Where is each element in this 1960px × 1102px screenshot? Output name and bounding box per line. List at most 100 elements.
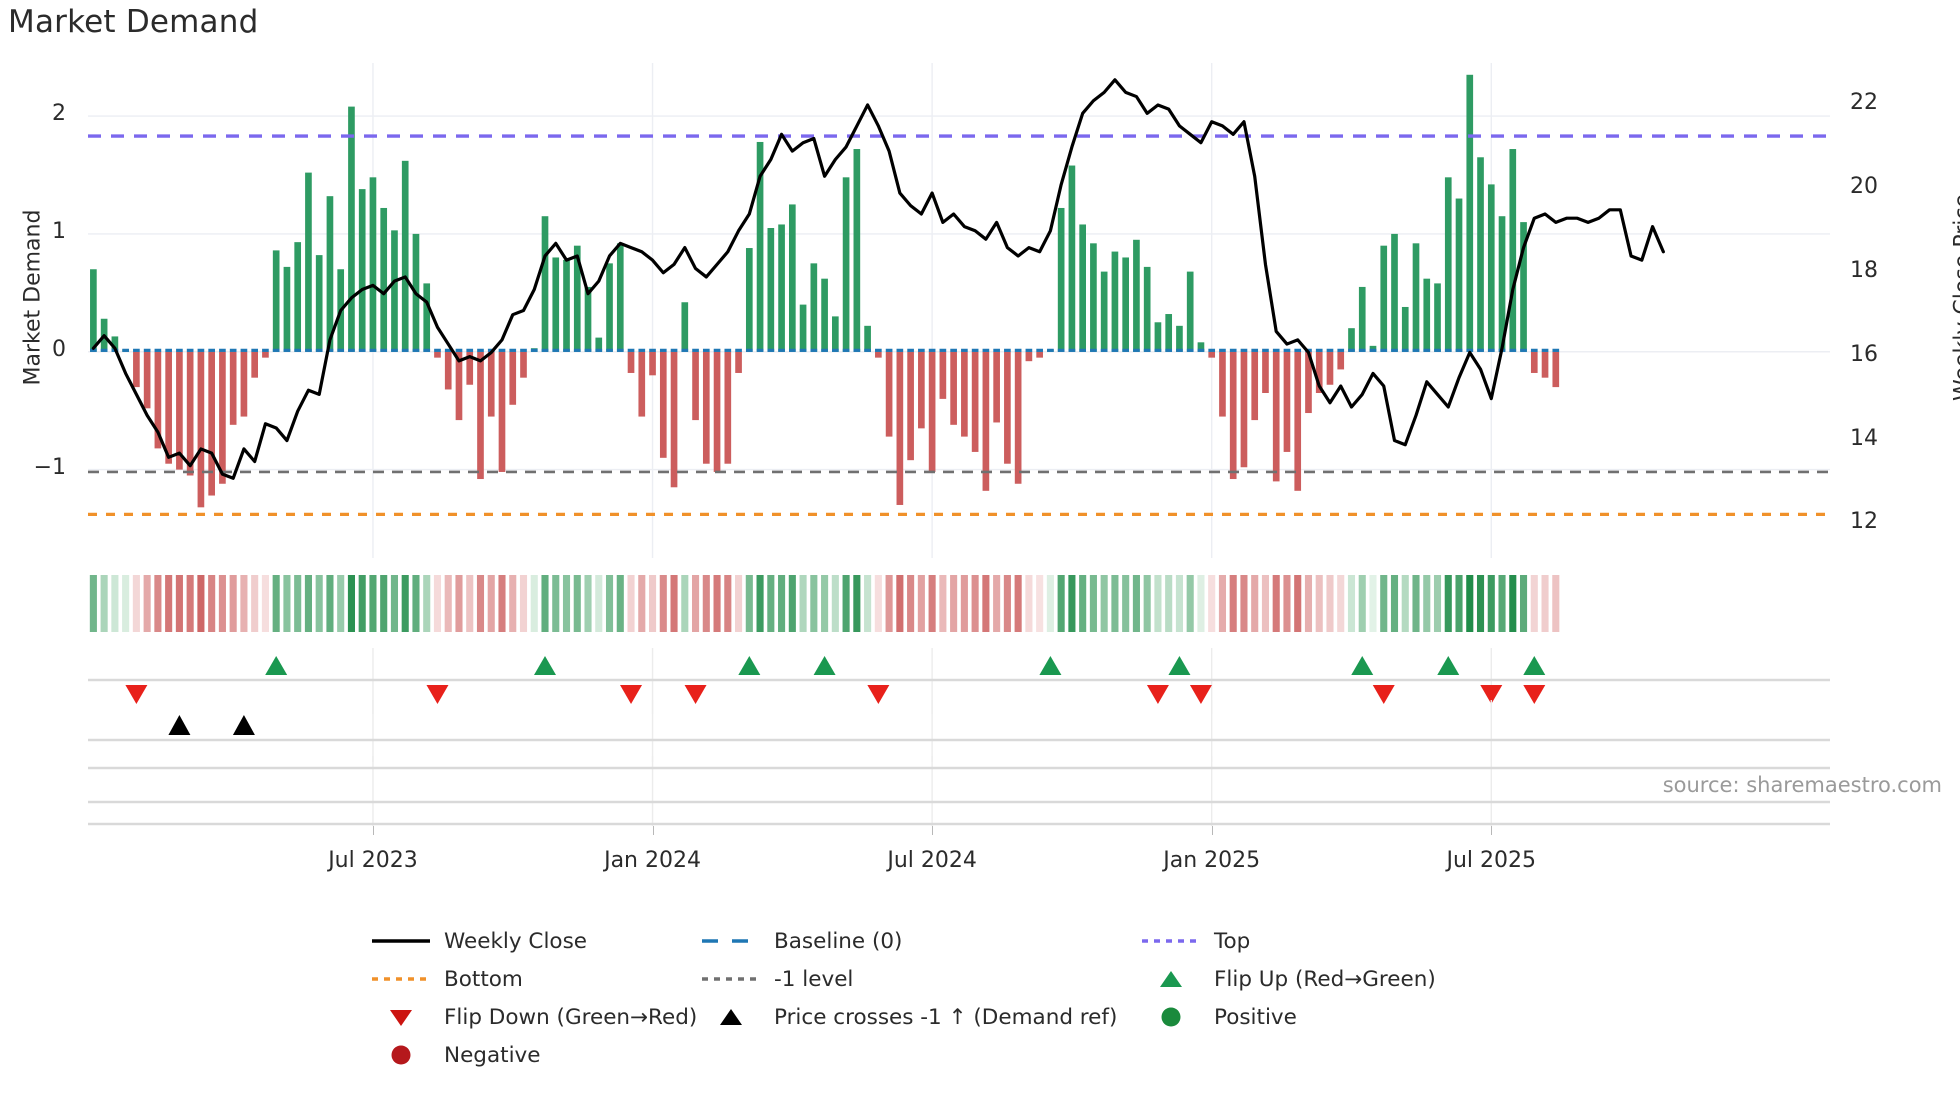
- demand-bar-negative: [1229, 351, 1237, 480]
- y-tick-right: 18: [1850, 257, 1878, 283]
- baseline-stub: [262, 348, 269, 352]
- heat-strip-cell: [638, 575, 646, 632]
- demand-bar-positive: [315, 255, 323, 352]
- legend-item-price-cross[interactable]: Price crosses -1 ↑ (Demand ref): [700, 1004, 1140, 1030]
- baseline-stub: [832, 348, 839, 352]
- baseline-stub: [724, 348, 732, 352]
- baseline-stub: [1369, 348, 1377, 352]
- blank-row: [88, 756, 1830, 826]
- legend-label: Weekly Close: [444, 928, 588, 954]
- price-cross-row: [88, 700, 1830, 762]
- legend-row: Negative: [370, 1042, 1570, 1080]
- baseline-stub: [326, 348, 334, 352]
- heat-strip-cell: [616, 575, 624, 632]
- demand-bar-positive: [1197, 342, 1205, 352]
- baseline-stub: [444, 348, 452, 352]
- demand-bar-positive: [111, 336, 119, 352]
- heat-strip-cell: [562, 575, 571, 632]
- heat-strip-cell: [1132, 575, 1140, 632]
- heat-strip-cell: [1326, 575, 1334, 632]
- heat-strip-cell: [1154, 575, 1162, 632]
- legend-item-top[interactable]: Top: [1140, 928, 1500, 954]
- demand-bar-positive: [1090, 243, 1097, 352]
- demand-bar-positive: [326, 196, 334, 352]
- legend-item-flip-down[interactable]: Flip Down (Green→Red): [370, 1004, 700, 1030]
- demand-bar-positive: [745, 248, 753, 352]
- heat-strip-cell: [648, 575, 657, 632]
- demand-bar-negative: [1262, 351, 1269, 393]
- legend-item-flip-up[interactable]: Flip Up (Red→Green): [1140, 966, 1500, 992]
- legend-item-positive[interactable]: Positive: [1140, 1004, 1500, 1030]
- baseline-stub: [1434, 348, 1441, 352]
- baseline-stub: [616, 348, 624, 352]
- baseline-stub: [1530, 348, 1538, 352]
- baseline-stub: [1047, 348, 1054, 352]
- baseline-stub: [993, 348, 1000, 352]
- heat-strip-cell: [1175, 575, 1183, 632]
- heat-strip-cell: [552, 575, 560, 632]
- x-tick-label: Jan 2025: [1163, 848, 1261, 873]
- baseline-stub: [1552, 348, 1560, 352]
- baseline-stub: [358, 348, 366, 352]
- legend-item-baseline[interactable]: Baseline (0): [700, 928, 1140, 954]
- baseline-stub: [1014, 348, 1022, 352]
- demand-bar-negative: [165, 351, 172, 464]
- baseline-stub: [509, 348, 517, 352]
- legend-item-minus-one-level[interactable]: -1 level: [700, 966, 1140, 992]
- legend-item-weekly-close[interactable]: Weekly Close: [370, 928, 700, 954]
- heat-strip-cell: [1025, 575, 1033, 632]
- y-tick-right: 12: [1850, 509, 1878, 535]
- flip-down-marker: [1146, 685, 1169, 704]
- demand-bar-negative: [627, 351, 635, 373]
- baseline-stub: [1122, 348, 1130, 352]
- baseline-stub: [1176, 348, 1183, 352]
- heat-strip-cell: [1412, 575, 1420, 632]
- flip-down-marker: [1372, 685, 1395, 704]
- demand-bar-negative: [1004, 351, 1011, 464]
- heat-strip-cell: [358, 575, 366, 632]
- demand-bar-negative: [154, 351, 162, 449]
- heat-strip-cell: [896, 575, 904, 632]
- baseline-stub: [1025, 348, 1033, 352]
- heat-strip-cell: [369, 575, 377, 632]
- heat-strip-cell: [444, 575, 452, 632]
- heat-strip-cell: [1186, 575, 1194, 632]
- legend-item-bottom[interactable]: Bottom: [370, 966, 700, 992]
- demand-bar-negative: [670, 351, 678, 488]
- flip-down-marker: [684, 685, 707, 704]
- baseline-stub: [1272, 348, 1280, 352]
- source-watermark: source: sharemaestro.com: [1662, 773, 1942, 797]
- demand-bar-positive: [541, 216, 549, 352]
- demand-bar-negative: [907, 351, 914, 461]
- heat-strip-cell: [261, 575, 269, 632]
- baseline-stub: [1219, 348, 1226, 352]
- demand-bar-positive: [1143, 266, 1151, 352]
- demand-bar-negative: [1219, 351, 1226, 417]
- baseline-stub: [735, 348, 742, 352]
- baseline-stub: [1348, 348, 1355, 352]
- baseline-stub: [681, 348, 689, 352]
- heat-strip-cell: [864, 575, 872, 632]
- heat-strip-cell: [1261, 575, 1270, 632]
- baseline-stub: [584, 348, 592, 352]
- heat-strip-cell: [412, 575, 420, 632]
- y-tick-left: 2: [52, 101, 66, 127]
- demand-bar-positive: [1057, 207, 1065, 352]
- heat-strip-cell: [1423, 575, 1431, 632]
- demand-bar-positive: [842, 177, 850, 352]
- legend-line-dotted-icon: [700, 966, 762, 992]
- baseline-stub: [1401, 348, 1409, 352]
- baseline-stub: [434, 348, 441, 352]
- demand-bar-positive: [1348, 328, 1355, 352]
- demand-bar-negative: [875, 351, 882, 358]
- demand-bar-negative: [240, 351, 248, 417]
- baseline-stub: [477, 348, 484, 352]
- demand-bar-positive: [778, 224, 785, 352]
- demand-bar-positive: [380, 207, 388, 352]
- heat-strip-cell: [175, 575, 183, 632]
- heat-strip-cell: [982, 575, 990, 632]
- legend-item-negative[interactable]: Negative: [370, 1042, 700, 1068]
- baseline-stub: [1466, 348, 1474, 352]
- flip-down-marker: [620, 685, 643, 704]
- demand-bar-positive: [595, 337, 603, 352]
